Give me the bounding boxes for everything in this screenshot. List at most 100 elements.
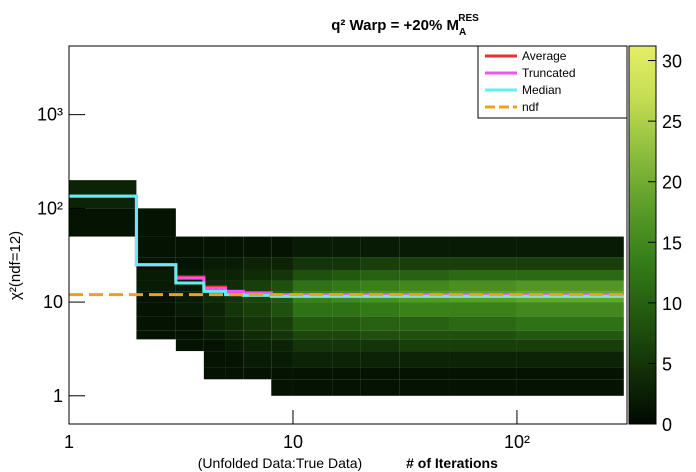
heatmap-cell xyxy=(136,269,176,281)
heatmap-cell xyxy=(175,269,204,281)
heatmap-cell xyxy=(399,367,450,380)
heatmap-cell xyxy=(449,367,517,380)
heatmap-cell xyxy=(292,367,333,380)
heatmap-cell xyxy=(292,302,333,317)
legend-label: Median xyxy=(522,83,561,97)
heatmap-cell xyxy=(271,316,293,331)
heatmap-cell xyxy=(203,257,226,270)
heatmap-cell xyxy=(271,269,293,281)
heatmap-cell xyxy=(449,351,517,368)
x-axis-note: (Unfolded Data:True Data) xyxy=(198,455,362,471)
heatmap-cell xyxy=(271,339,293,352)
heatmap-cell xyxy=(360,339,400,352)
heatmap-cell xyxy=(332,379,361,396)
heatmap-cell xyxy=(399,269,450,281)
heatmap-cell xyxy=(175,291,204,303)
heatmap-cell xyxy=(136,280,176,292)
heatmap-cell xyxy=(225,291,244,303)
heatmap-cell xyxy=(175,339,204,352)
x-tick-label: 10² xyxy=(504,432,530,452)
heatmap-cell xyxy=(243,316,272,331)
heatmap-cell xyxy=(225,302,244,317)
chart-title: q² Warp = +20% MA RES xyxy=(331,13,479,38)
heatmap-cell xyxy=(203,367,226,380)
heatmap-cell xyxy=(225,351,244,368)
heatmap-cell xyxy=(399,280,450,292)
heatmap-cell xyxy=(175,302,204,317)
legend-label: ndf xyxy=(522,100,539,114)
heatmap-cell xyxy=(360,330,400,340)
heatmap-cell xyxy=(69,208,137,237)
heatmap-cell xyxy=(516,269,624,281)
heatmap-cell xyxy=(449,339,517,352)
heatmap-cell xyxy=(225,236,244,258)
heatmap-cell xyxy=(360,367,400,380)
heatmap-cell xyxy=(360,257,400,270)
x-tick-label: 10 xyxy=(283,432,303,452)
heatmap-cell xyxy=(225,339,244,352)
heatmap-cell xyxy=(292,330,333,340)
x-axis-label: # of Iterations xyxy=(406,455,498,471)
heatmap-cell xyxy=(332,269,361,281)
heatmap-cell xyxy=(399,351,450,368)
heatmap-cell xyxy=(203,236,226,258)
heatmap-cell xyxy=(271,330,293,340)
heatmap-cell xyxy=(203,351,226,368)
heatmap-cell xyxy=(69,180,137,209)
heatmap-cell xyxy=(449,280,517,292)
heatmap-cell xyxy=(449,269,517,281)
heatmap-cell xyxy=(332,351,361,368)
heatmap-cell xyxy=(360,316,400,331)
heatmap-cell xyxy=(332,330,361,340)
heatmap-cell xyxy=(203,316,226,331)
heatmap-cell xyxy=(203,269,226,281)
heatmap-cell xyxy=(271,351,293,368)
heatmap-cell xyxy=(292,236,333,258)
heatmap-cell xyxy=(516,302,624,317)
heatmap-cell xyxy=(449,257,517,270)
plot-frame xyxy=(68,45,628,425)
y-tick-label: 10 xyxy=(43,292,63,312)
x-tick-label: 1 xyxy=(64,432,74,452)
heatmap-cell xyxy=(516,236,624,258)
heatmap-cell xyxy=(516,316,624,331)
z-tick-label: 5 xyxy=(662,354,672,374)
z-tick-label: 30 xyxy=(662,52,682,72)
heatmap-cell xyxy=(332,367,361,380)
heatmap-cell xyxy=(243,236,272,258)
heatmap-cell xyxy=(399,339,450,352)
heatmap-cell xyxy=(516,339,624,352)
heatmap-cell xyxy=(292,379,333,396)
heatmap-cell xyxy=(516,351,624,368)
heatmap-cell xyxy=(136,316,176,331)
heatmap-cell xyxy=(243,269,272,281)
heatmap-cell xyxy=(243,280,272,292)
y-tick-label: 10³ xyxy=(37,105,63,125)
heatmap-cell xyxy=(175,280,204,292)
heatmap-cell xyxy=(449,236,517,258)
heatmap-cell xyxy=(136,208,176,237)
heatmap-cell xyxy=(175,257,204,270)
heatmap-cell xyxy=(449,316,517,331)
title-main: q² Warp = +20% M xyxy=(331,17,459,34)
heatmap-cell xyxy=(449,302,517,317)
heatmap-cell xyxy=(225,316,244,331)
heatmap-cell xyxy=(175,236,204,258)
heatmap-cell xyxy=(136,236,176,258)
heatmap-cell xyxy=(225,257,244,270)
heatmap-cell xyxy=(225,330,244,340)
heatmap-cell xyxy=(360,351,400,368)
z-tick-label: 25 xyxy=(662,112,682,132)
heatmap-cell xyxy=(243,339,272,352)
heatmap-cell xyxy=(360,280,400,292)
heatmap-cell xyxy=(292,280,333,292)
heatmap-cell xyxy=(271,280,293,292)
heatmap-cell xyxy=(332,236,361,258)
color-bar xyxy=(628,45,657,425)
heatmap-cell xyxy=(203,291,226,303)
heatmap-cell xyxy=(292,269,333,281)
heatmap-cell xyxy=(243,330,272,340)
heatmap-cell xyxy=(399,257,450,270)
heatmap-cell xyxy=(360,236,400,258)
